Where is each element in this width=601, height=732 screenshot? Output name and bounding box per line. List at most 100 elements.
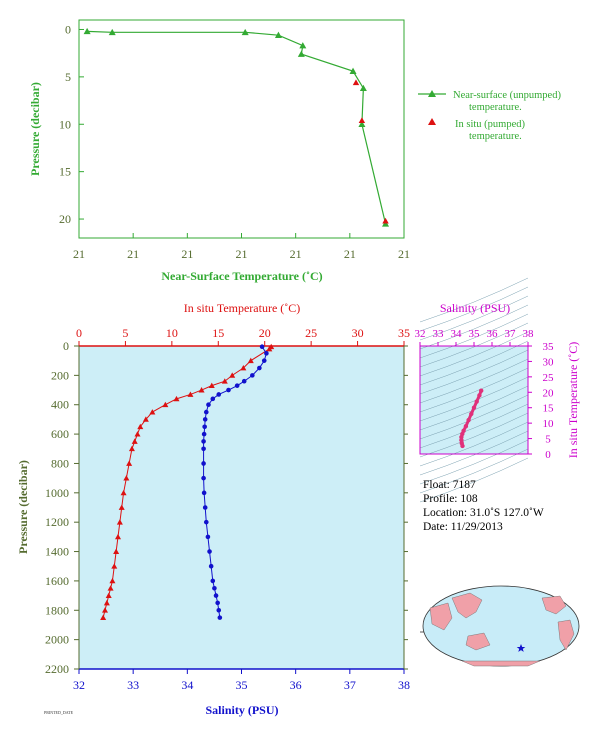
density-contour [419,295,529,341]
ts-temperature-tick-label: 20 [543,387,555,399]
temperature-point [126,460,133,466]
profile-series [100,343,275,621]
temperature-point [198,387,205,393]
top-x-tick-label: 21 [290,247,302,261]
temperature-point [247,357,254,364]
top-x-tick-label: 21 [73,247,85,261]
temperature-point [116,519,123,525]
ts-temperature-ticks: 0 5 10 15 20 25 30 35 [528,341,554,461]
top-y-tick-label: 15 [59,165,71,179]
top-y-tick-label: 0 [65,22,71,36]
temperature-point [187,391,194,397]
pressure-tick-label: 800 [51,456,69,470]
density-contour [419,376,529,422]
profile-plot-background [79,346,404,669]
ts-temperature-tick-label: 35 [543,341,555,353]
temperature-point [149,409,156,415]
ts-y-axis-label: In situ Temperature (˚C) [566,342,580,459]
in-situ-point [358,117,366,124]
near-surface-point [241,28,249,36]
salinity-point [261,358,267,363]
temperature-tick-label: 0 [76,326,82,340]
salinity-point [201,446,206,452]
salinity-axis-label: Salinity (PSU) [205,703,278,717]
salinity-point [206,402,211,408]
ts-salinity-tick-label: 32 [415,328,426,340]
salinity-point [207,549,212,554]
world-map [420,585,580,667]
density-contour [419,430,529,476]
temperature-point [118,504,125,510]
density-contour [419,367,529,413]
ts-temperature-tick-label: 5 [545,434,551,446]
salinity-point [217,615,223,620]
top-y-ticks: 0 5 10 15 20 [59,22,84,226]
salinity-point [203,519,209,525]
top-x-ticks: 21 21 21 21 21 21 21 [73,233,410,261]
top-series [83,27,390,227]
temperature-point [105,592,112,598]
ts-point [459,434,464,440]
salinity-tick-label: 34 [181,678,193,692]
pressure-tick-label: 1000 [45,486,69,500]
salinity-point [201,475,206,481]
pressure-tick-label: 2200 [45,662,69,676]
density-contour [419,412,529,458]
ts-point [460,443,465,449]
ts-salinity-tick-label: 37 [505,328,517,340]
salinity-point [201,431,207,437]
temperature-point [142,416,149,422]
density-contour [419,421,529,467]
map-asia [451,592,483,619]
ts-plot-frame [419,345,529,455]
salinity-point [216,607,222,613]
pressure-tick-label: 200 [51,368,69,382]
map-africa [429,602,453,631]
pressure-tick-label: 1800 [45,603,69,617]
temperature-point [137,423,144,430]
map-south-america [557,619,575,651]
temperature-point [266,345,273,352]
density-contour [419,349,529,395]
top-y-tick-label: 10 [59,117,71,131]
salinity-point [212,585,217,591]
legend-label-near-surface-2: temperature. [469,102,522,113]
map-australia [465,632,491,651]
salinity-point [259,344,265,350]
temperature-point [240,365,247,371]
pressure-tick-label: 1400 [45,545,69,559]
density-contour [419,331,529,377]
pressure-tick-label: 1200 [45,515,69,529]
temperature-point [102,607,108,613]
profile-number: Profile: 108 [423,493,478,505]
near-surface-point [359,84,367,92]
ts-point [463,424,469,429]
temperature-tick-label: 25 [305,326,317,340]
temperature-point [221,378,228,384]
ts-salinity-tick-label: 35 [469,328,481,340]
ts-density-contours [419,277,529,503]
temperature-point [134,431,141,437]
temperature-tick-label: 20 [259,326,271,340]
salinity-point [201,461,206,466]
top-x-tick-label: 21 [398,247,410,261]
ts-point [477,393,482,398]
near-surface-temperature-line [87,30,387,224]
in-situ-point [352,79,360,86]
top-x-tick-label: 21 [127,247,139,261]
near-surface-temperature-panel: 21 21 21 21 21 21 21 0 5 10 15 20 Near-Surface Tem… [28,19,561,283]
near-surface-point [274,31,282,38]
ts-point [474,399,479,404]
salinity-point [264,351,269,356]
ts-salinity-ticks: 32 33 34 35 36 37 38 [415,328,535,346]
ts-temperature-tick-label: 10 [543,418,555,430]
pressure-tick-label: 0 [63,339,69,353]
temperature-point [162,401,169,408]
ts-diagram-panel: 32 33 34 35 36 37 38 0 5 10 15 20 25 30 35 Salinity (… [415,277,580,503]
salinity-point [226,387,231,393]
ts-salinity-tick-label: 38 [523,328,535,340]
density-contour [419,358,529,404]
near-surface-point [108,28,116,36]
temperature-point [120,489,127,496]
temperature-point [100,614,107,621]
